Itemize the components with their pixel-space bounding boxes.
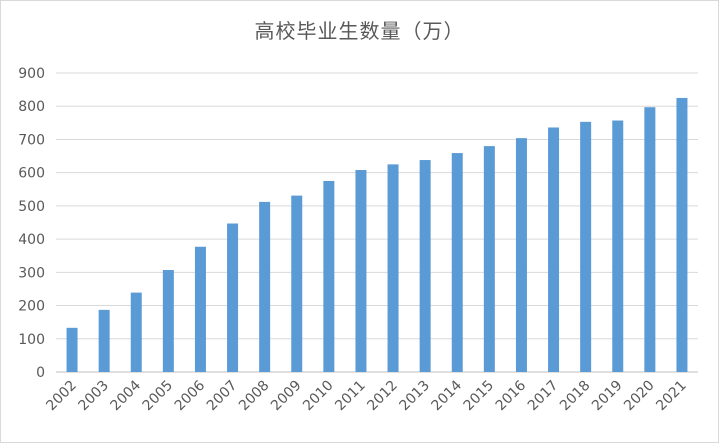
bar-2017	[548, 127, 560, 372]
bar-2005	[162, 270, 174, 372]
bar-2007	[227, 223, 239, 372]
bar-2004	[130, 292, 142, 372]
x-tick-label: 2005	[140, 378, 177, 415]
y-tick-label: 500	[18, 199, 45, 215]
bar-2002	[66, 327, 78, 372]
x-tick-label: 2016	[493, 377, 530, 414]
x-tick-label: 2003	[75, 378, 112, 415]
x-tick-label: 2013	[396, 378, 433, 415]
x-tick-label: 2021	[653, 378, 690, 415]
bar-2010	[323, 180, 335, 372]
x-tick-label: 2017	[525, 378, 562, 415]
x-tick-label: 2014	[429, 377, 466, 414]
y-tick-label: 300	[18, 265, 45, 281]
x-tick-label: 2010	[300, 378, 337, 415]
x-tick-label: 2004	[108, 377, 145, 414]
x-tick-label: 2011	[332, 378, 369, 415]
y-tick-label: 700	[18, 132, 45, 148]
x-tick-label: 2020	[621, 378, 658, 415]
x-tick-label: 2007	[204, 378, 241, 415]
x-tick-label: 2018	[557, 378, 594, 415]
bar-2003	[98, 309, 110, 372]
y-tick-label: 800	[18, 99, 45, 115]
x-tick-label: 2008	[236, 378, 273, 415]
bar-2016	[515, 138, 527, 372]
y-tick-label: 200	[18, 299, 45, 315]
y-tick-label: 100	[18, 332, 45, 348]
y-tick-label: 900	[18, 66, 45, 82]
bar-2011	[355, 170, 367, 372]
bar-2021	[676, 97, 688, 373]
bar-2013	[419, 160, 431, 372]
y-tick-label: 600	[18, 166, 45, 182]
bar-2019	[612, 120, 624, 372]
bar-2006	[194, 246, 206, 372]
x-tick-label: 2012	[364, 378, 401, 415]
x-tick-label: 2009	[268, 378, 305, 415]
x-tick-label: 2015	[461, 378, 498, 415]
x-tick-label: 2019	[589, 378, 626, 415]
x-tick-label: 2002	[43, 378, 80, 415]
y-tick-label: 400	[18, 232, 45, 248]
bar-2015	[483, 146, 495, 372]
x-tick-label: 2006	[172, 377, 209, 414]
bar-2014	[451, 153, 463, 372]
bar-2020	[644, 107, 656, 372]
bar-2008	[259, 201, 271, 372]
bar-2012	[387, 164, 399, 372]
bar-2018	[580, 121, 592, 372]
y-tick-label: 0	[36, 365, 45, 381]
bar-2009	[291, 195, 303, 372]
chart-title: 高校毕业生数量（万）	[254, 19, 465, 43]
